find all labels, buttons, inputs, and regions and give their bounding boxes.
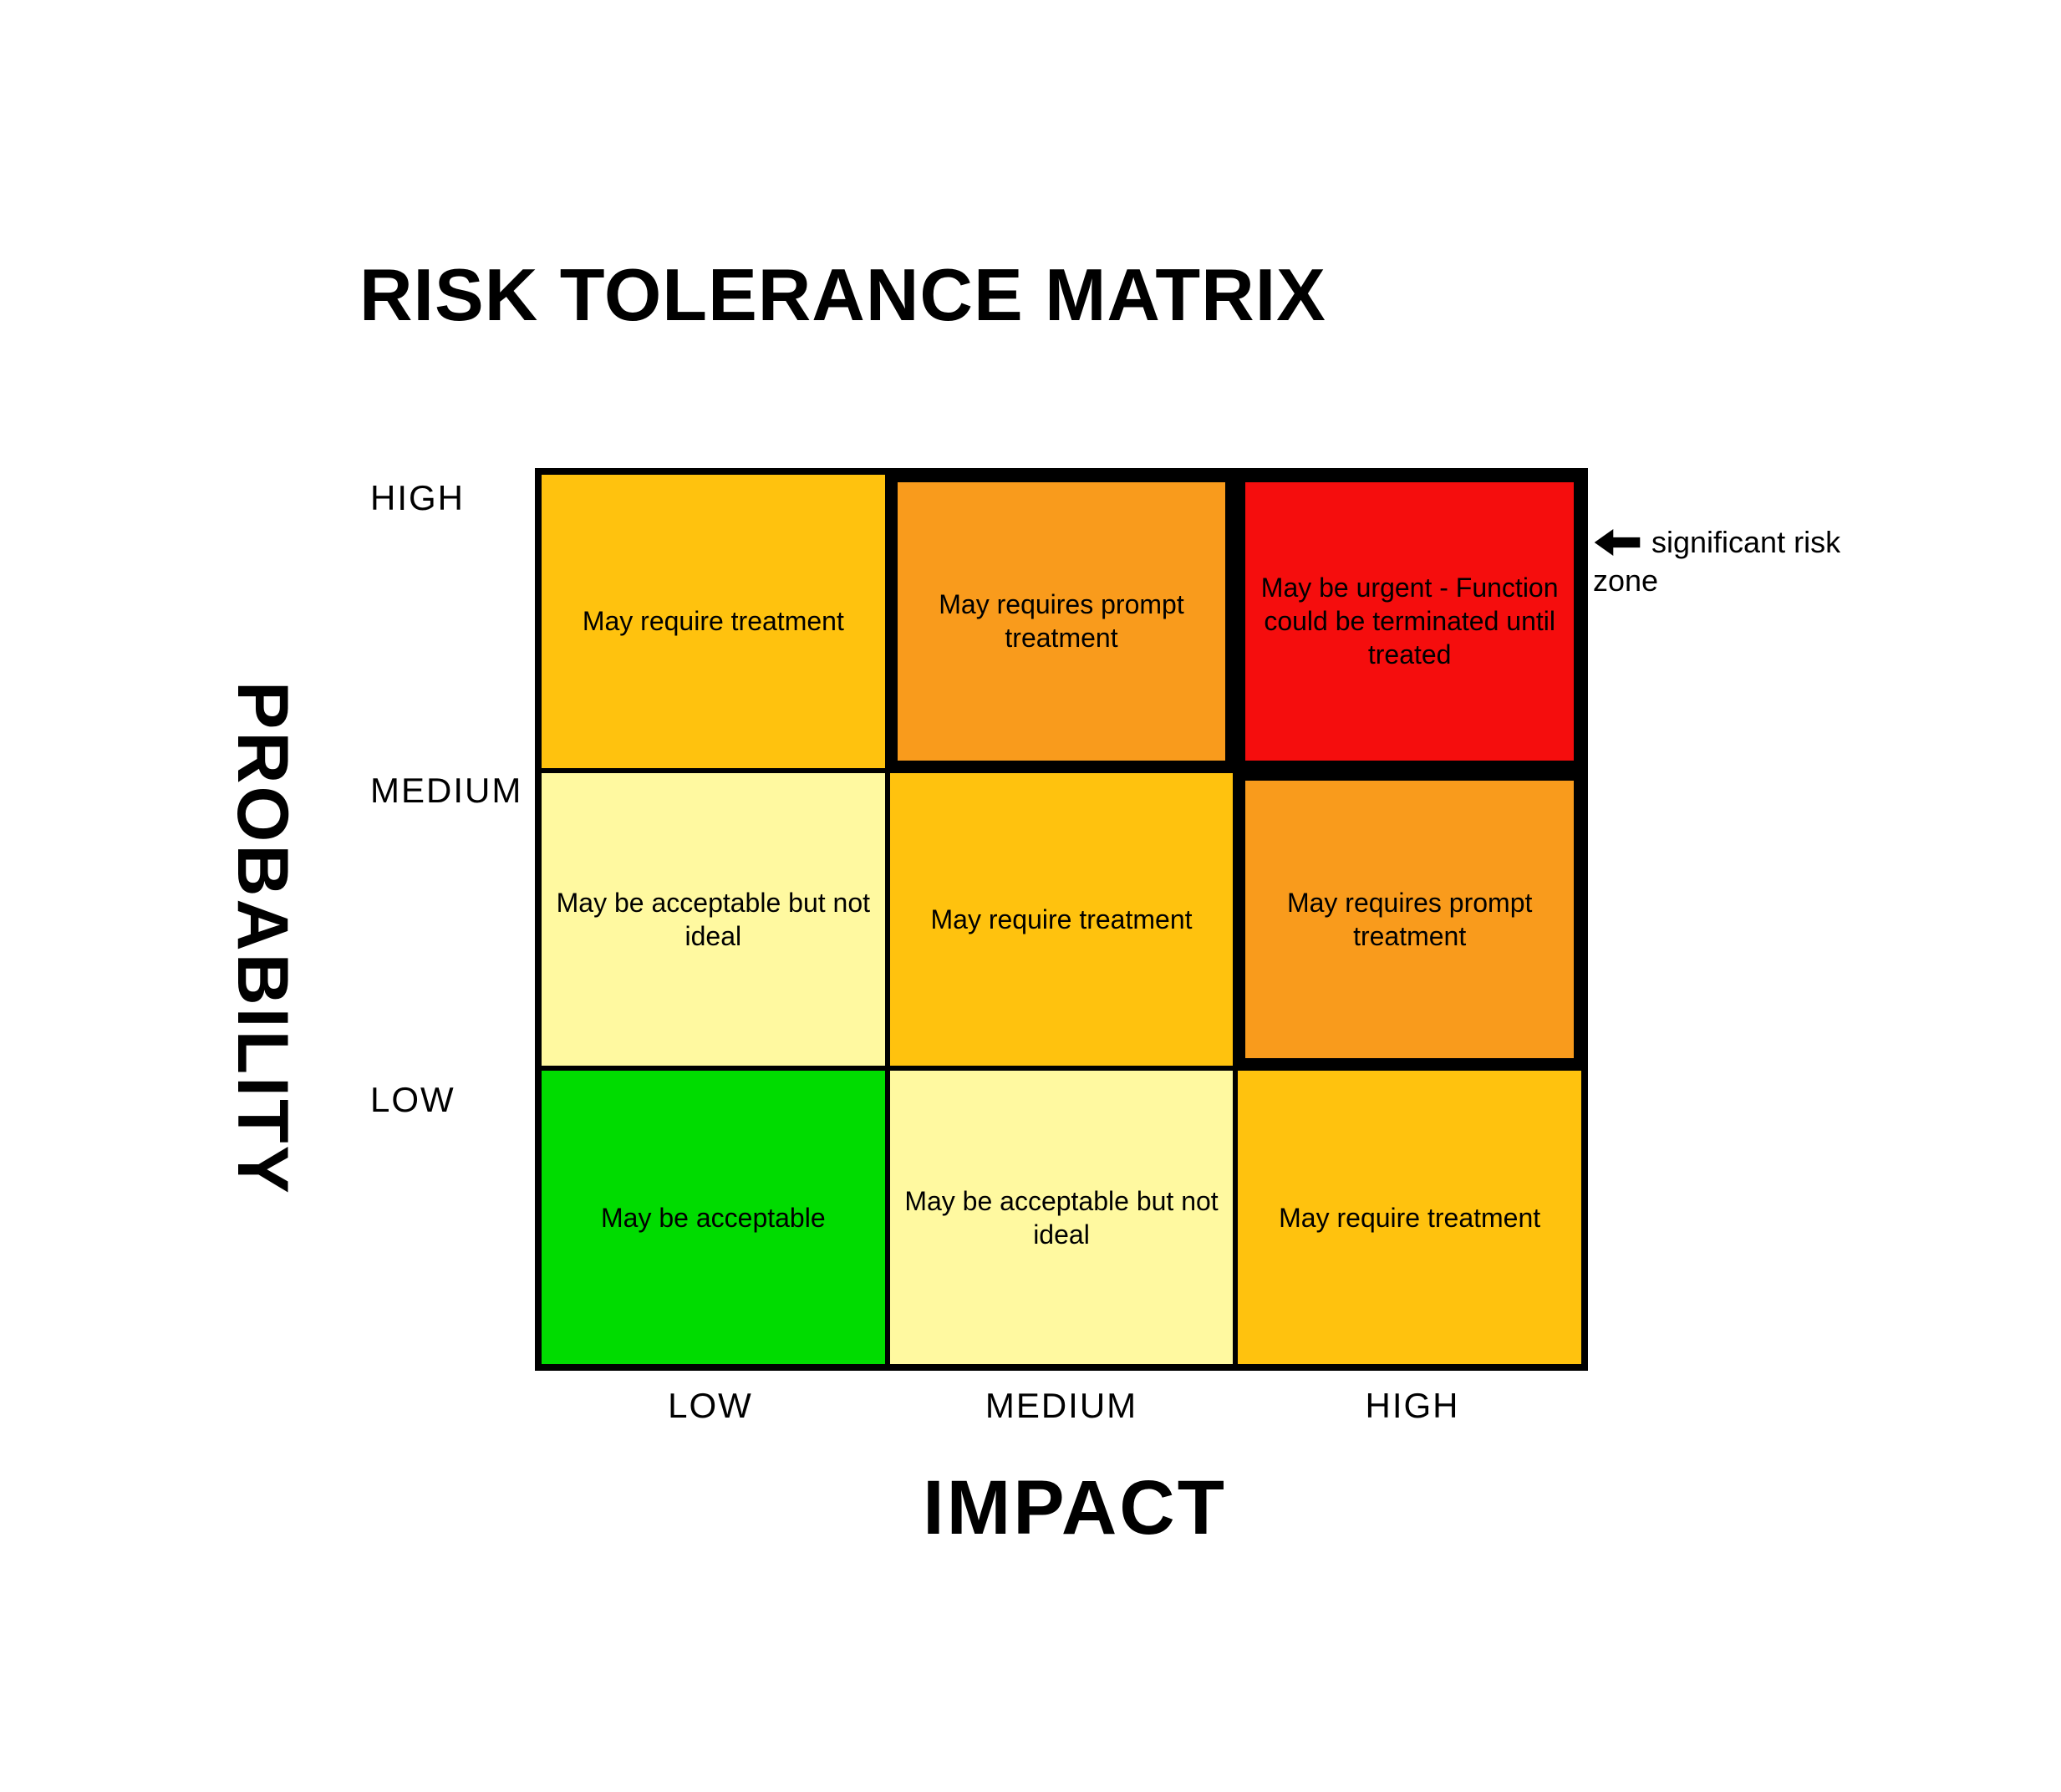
matrix-grid: May require treatment May requires promp… bbox=[535, 468, 1588, 1371]
matrix-cell-high-high: May be urgent - Function could be termin… bbox=[1238, 475, 1581, 768]
x-axis-tick-medium: MEDIUM bbox=[985, 1386, 1138, 1425]
annotation-text-line2: zone bbox=[1593, 563, 1659, 598]
x-axis-label-impact: IMPACT bbox=[923, 1465, 1227, 1550]
x-axis-tick-high: HIGH bbox=[1365, 1386, 1460, 1425]
matrix-cell-medium-low: May be acceptable but not ideal bbox=[542, 772, 885, 1067]
significant-risk-zone-annotation: significant risk zone bbox=[1593, 523, 1994, 600]
page-title: RISK TOLERANCE MATRIX bbox=[359, 253, 1326, 336]
matrix-cell-medium-high: May requires prompt treatment bbox=[1238, 772, 1581, 1067]
matrix-cell-medium-medium: May require treatment bbox=[889, 772, 1234, 1067]
x-axis-tick-low: LOW bbox=[668, 1386, 753, 1425]
matrix-cell-low-high: May require treatment bbox=[1238, 1071, 1581, 1364]
y-axis-tick-low: LOW bbox=[370, 1080, 455, 1119]
matrix-cell-low-medium: May be acceptable but not ideal bbox=[889, 1071, 1234, 1364]
y-axis-label-probability: PROBABILITY bbox=[222, 681, 303, 1196]
x-axis-ticks: LOW MEDIUM HIGH bbox=[535, 1386, 1588, 1426]
annotation-text-line1: significant risk bbox=[1651, 525, 1841, 559]
matrix-cell-high-low: May require treatment bbox=[542, 475, 885, 768]
y-axis-tick-high: HIGH bbox=[370, 478, 465, 517]
matrix-cell-low-low: May be acceptable bbox=[542, 1071, 885, 1364]
left-arrow-icon bbox=[1594, 529, 1641, 556]
y-axis-tick-medium: MEDIUM bbox=[370, 771, 523, 810]
matrix-cell-high-medium: May requires prompt treatment bbox=[889, 475, 1234, 768]
